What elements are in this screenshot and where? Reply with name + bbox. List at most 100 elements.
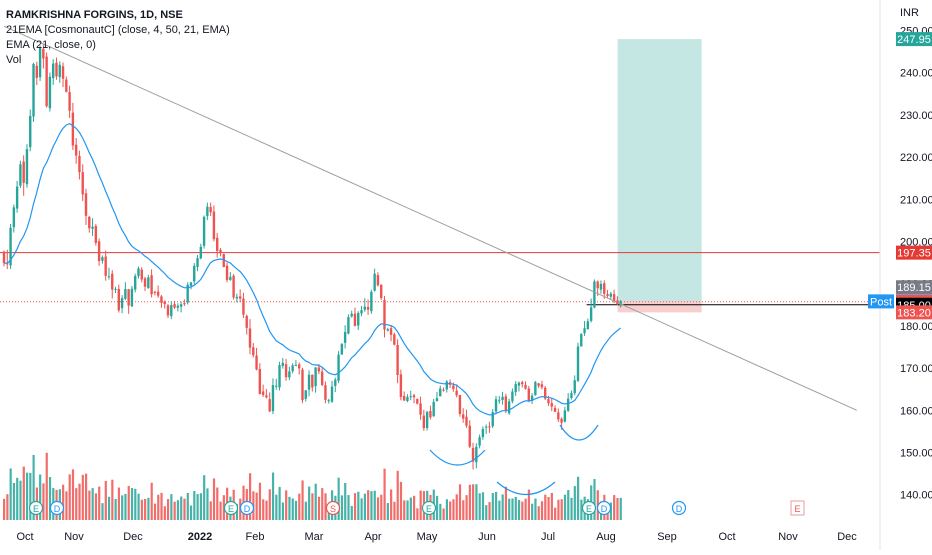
pattern-arc[interactable]: [559, 424, 599, 441]
candle[interactable]: [606, 289, 609, 298]
candle[interactable]: [357, 311, 360, 330]
event-marker[interactable]: E: [28, 500, 44, 516]
candle[interactable]: [402, 391, 406, 402]
candle[interactable]: [209, 202, 212, 216]
candle[interactable]: [111, 270, 114, 299]
candle[interactable]: [9, 224, 12, 269]
candle[interactable]: [261, 384, 265, 397]
candle[interactable]: [183, 299, 186, 306]
candle[interactable]: [527, 385, 530, 403]
candle[interactable]: [206, 202, 209, 221]
candle[interactable]: [229, 272, 232, 281]
candle[interactable]: [435, 391, 439, 402]
candle[interactable]: [445, 380, 448, 393]
candle[interactable]: [134, 273, 137, 293]
candle[interactable]: [334, 377, 337, 393]
candle[interactable]: [219, 248, 222, 257]
descending-trendline[interactable]: [3, 25, 858, 411]
indicator-label-ema[interactable]: EMA (21, close, 0): [6, 39, 96, 51]
candle[interactable]: [91, 218, 94, 237]
candle[interactable]: [255, 347, 258, 371]
candle[interactable]: [15, 180, 19, 213]
candle[interactable]: [537, 382, 540, 388]
price-tag[interactable]: 197.35: [896, 245, 932, 260]
candle[interactable]: [524, 381, 527, 390]
candle[interactable]: [275, 378, 278, 390]
candle[interactable]: [573, 375, 576, 396]
candle[interactable]: [29, 109, 32, 152]
candle[interactable]: [268, 392, 271, 413]
candle[interactable]: [147, 274, 150, 289]
candle[interactable]: [504, 393, 508, 414]
candle[interactable]: [284, 358, 288, 381]
candle[interactable]: [222, 253, 225, 268]
candle[interactable]: [412, 393, 416, 404]
candle[interactable]: [65, 76, 68, 93]
candle[interactable]: [130, 285, 134, 307]
candle[interactable]: [491, 409, 494, 429]
candle[interactable]: [193, 263, 196, 285]
candle[interactable]: [225, 262, 229, 283]
candle[interactable]: [45, 52, 48, 108]
candle[interactable]: [68, 85, 71, 118]
candle[interactable]: [576, 342, 580, 383]
candle[interactable]: [386, 327, 389, 332]
candle[interactable]: [143, 276, 147, 292]
candle[interactable]: [468, 420, 471, 448]
candle[interactable]: [97, 238, 101, 266]
candle[interactable]: [298, 362, 301, 375]
candle[interactable]: [94, 223, 98, 246]
candle[interactable]: [242, 292, 245, 319]
candle[interactable]: [307, 370, 311, 397]
candle[interactable]: [557, 408, 560, 422]
candle[interactable]: [563, 406, 567, 423]
candle[interactable]: [458, 394, 462, 417]
candle[interactable]: [603, 280, 606, 299]
event-marker[interactable]: E: [581, 500, 597, 516]
candle[interactable]: [540, 380, 544, 390]
candle[interactable]: [324, 381, 327, 404]
candle[interactable]: [396, 339, 399, 384]
candle[interactable]: [304, 390, 307, 402]
candle[interactable]: [170, 301, 173, 320]
candle[interactable]: [544, 386, 547, 401]
candle[interactable]: [409, 390, 412, 401]
candle[interactable]: [484, 424, 488, 434]
candle[interactable]: [271, 378, 275, 415]
candle[interactable]: [117, 284, 120, 313]
indicator-label-cosmonaut[interactable]: 21EMA [CosmonautC] (close, 4, 50, 21, EM…: [6, 24, 230, 36]
candle[interactable]: [186, 282, 189, 305]
candle[interactable]: [216, 232, 219, 258]
candle[interactable]: [373, 268, 376, 292]
candle[interactable]: [245, 314, 248, 335]
candle[interactable]: [439, 385, 442, 397]
candle[interactable]: [337, 351, 340, 384]
candle[interactable]: [589, 298, 593, 323]
candle[interactable]: [370, 289, 373, 314]
candle[interactable]: [583, 320, 586, 337]
candle[interactable]: [376, 272, 380, 287]
candle[interactable]: [327, 398, 330, 404]
candle[interactable]: [25, 144, 29, 188]
candle[interactable]: [19, 160, 22, 188]
candle[interactable]: [52, 59, 55, 85]
candle[interactable]: [179, 301, 183, 313]
candle[interactable]: [301, 367, 304, 404]
post-tag[interactable]: Post: [868, 294, 894, 309]
price-tag[interactable]: 189.15: [896, 280, 932, 295]
candle[interactable]: [599, 280, 603, 294]
event-marker[interactable]: E: [223, 500, 239, 516]
candle[interactable]: [238, 289, 242, 303]
candle[interactable]: [343, 325, 347, 349]
candle[interactable]: [432, 398, 435, 417]
candle[interactable]: [150, 269, 153, 298]
candle[interactable]: [114, 286, 117, 294]
candle[interactable]: [521, 380, 524, 388]
candle[interactable]: [593, 279, 596, 309]
candle[interactable]: [2, 250, 6, 267]
candle[interactable]: [173, 300, 176, 310]
candle[interactable]: [48, 72, 52, 112]
candle[interactable]: [84, 188, 88, 225]
